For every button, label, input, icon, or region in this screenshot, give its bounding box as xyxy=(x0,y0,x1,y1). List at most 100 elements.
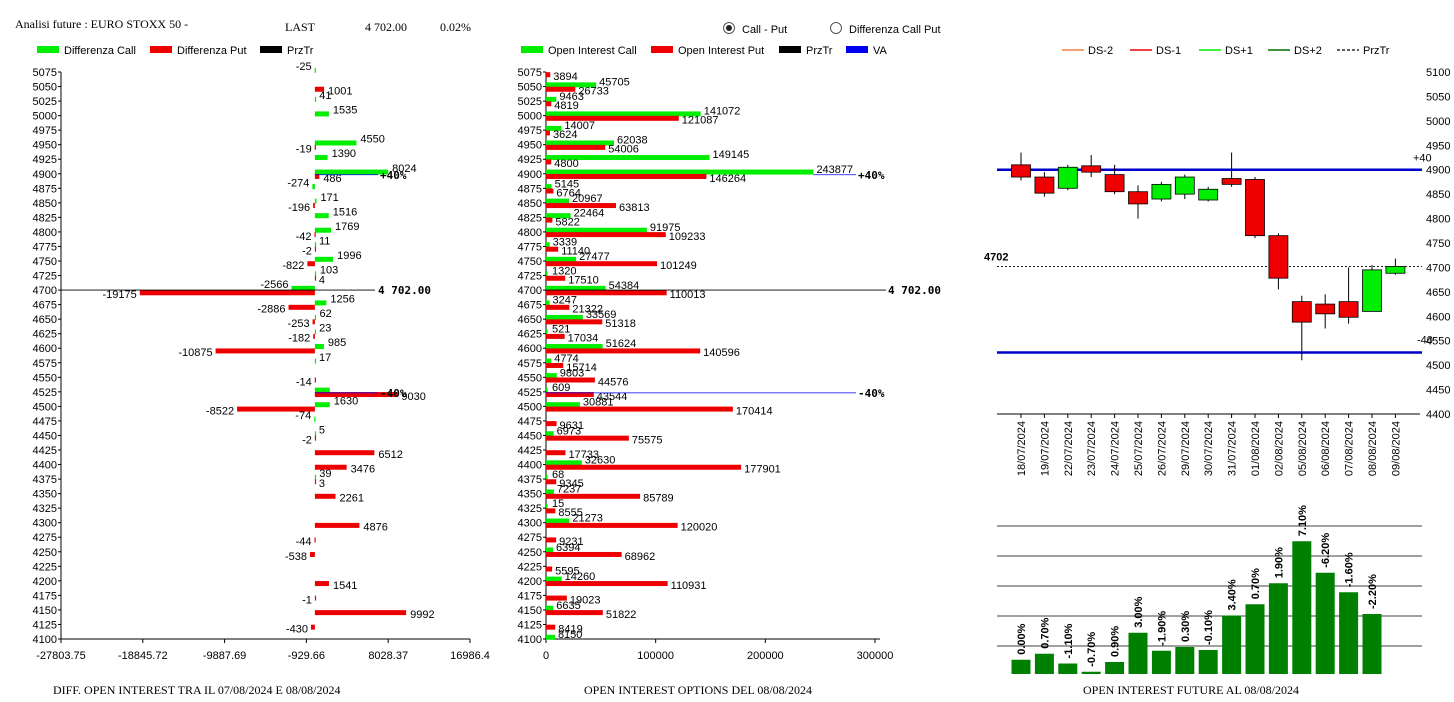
diff-put-bar xyxy=(314,173,320,179)
diff-put-bar xyxy=(309,551,315,557)
diff-value-label: 1516 xyxy=(333,206,357,218)
diff-value-label: 9030 xyxy=(401,391,425,403)
oi-strike-label: 4200 xyxy=(518,576,542,588)
diff-call-bar xyxy=(314,300,327,306)
page-title: Analisi future : EURO STOXX 50 - xyxy=(15,17,188,31)
diff-value-label: 1630 xyxy=(334,395,358,407)
diff-strike-label: 4325 xyxy=(33,503,57,515)
oi-put-label: 17733 xyxy=(568,449,599,461)
future-oi-bar xyxy=(1339,592,1359,674)
oi-put-bar xyxy=(546,610,603,616)
future-oi-label: -1.10% xyxy=(1063,623,1075,658)
oi-put-bar xyxy=(546,551,622,557)
oi-call-label: 3339 xyxy=(553,236,577,248)
oi-put-bar xyxy=(546,624,556,630)
legend-swatch-oi-call xyxy=(521,46,543,53)
oi-strike-label: 4675 xyxy=(518,300,542,312)
candle-y-tick-label: 4450 xyxy=(1426,385,1450,397)
radio-difference[interactable]: Differenza Call Put xyxy=(830,22,941,37)
legend-swatch-przt xyxy=(260,46,282,53)
diff-strike-label: 4475 xyxy=(33,416,57,428)
candle-y-tick-label: 4900 xyxy=(1426,165,1450,177)
oi-put-bar xyxy=(546,421,557,427)
diff-value-label: -274 xyxy=(287,177,309,189)
candle-date-label: 02/08/2024 xyxy=(1273,421,1285,476)
legend-oi-put: Open Interest Put xyxy=(678,45,764,57)
diff-value-label: 1001 xyxy=(328,86,352,98)
future-oi-label: 0.70% xyxy=(1250,568,1262,599)
candle-y-tick-label: 4750 xyxy=(1426,238,1450,250)
diff-value-label: -74 xyxy=(295,410,311,422)
diff-call-bar xyxy=(314,155,328,161)
candle-y-tick-label: 4500 xyxy=(1426,360,1450,372)
oi-call-label: 30881 xyxy=(583,396,614,408)
diff-strike-label: 4900 xyxy=(33,169,57,181)
oi-call-bar xyxy=(546,431,554,437)
future-oi-bar xyxy=(1245,604,1265,674)
legend-diff-put: Differenza Put xyxy=(177,45,247,57)
future-oi-label: -1.60% xyxy=(1344,552,1356,587)
candle-date-label: 08/08/2024 xyxy=(1367,421,1379,476)
future-oi-label: 0.30% xyxy=(1180,611,1192,642)
candle-date-label: 07/08/2024 xyxy=(1344,421,1356,476)
oi-put-label: 75575 xyxy=(632,434,663,446)
future-oi-bar xyxy=(1198,650,1218,674)
diff-value-label: 23 xyxy=(319,323,331,335)
diff-value-label: 5 xyxy=(319,424,325,436)
candle-date-label: 26/07/2024 xyxy=(1156,421,1168,476)
oi-call-bar xyxy=(546,314,583,320)
oi-call-bar xyxy=(546,387,548,393)
oi-put-label: 51318 xyxy=(605,318,636,330)
diff-value-label: 62 xyxy=(319,308,331,320)
diff-value-label: 985 xyxy=(328,337,346,349)
diff-put-bar xyxy=(314,464,347,470)
oi-call-bar xyxy=(546,96,557,102)
future-oi-label: 0.00% xyxy=(1016,623,1028,654)
candle-date-label: 09/08/2024 xyxy=(1390,421,1402,476)
radio-difference-circle[interactable] xyxy=(830,22,842,34)
oi-put-bar xyxy=(546,392,594,398)
diff-value-label: 1541 xyxy=(333,580,357,592)
diff-value-label: -253 xyxy=(288,318,310,330)
diff-put-bar xyxy=(314,86,325,92)
oi-put-label: 43544 xyxy=(597,391,628,403)
oi-put-label: 109233 xyxy=(669,231,706,243)
oi-put-bar xyxy=(546,522,678,528)
oi-call-label: 141072 xyxy=(704,106,741,118)
oi-put-bar xyxy=(546,362,564,368)
oi-put-bar xyxy=(546,581,668,587)
oi-call-label: 149145 xyxy=(713,149,750,161)
diff-put-bar xyxy=(314,522,360,528)
oi-put-label: 8555 xyxy=(558,507,582,519)
oi-call-label: 22464 xyxy=(574,207,605,219)
oi-put-bar xyxy=(546,115,679,121)
oi-put-label: 5822 xyxy=(555,216,579,228)
diff-call-bar xyxy=(314,358,317,364)
oi-call-bar xyxy=(546,358,552,364)
diff-strike-label: 4825 xyxy=(33,212,57,224)
radio-call-put[interactable]: Call - Put xyxy=(723,22,788,37)
diff-value-label: 6512 xyxy=(378,449,402,461)
diff-put-bar xyxy=(314,493,336,499)
oi-put-bar xyxy=(546,493,641,499)
oi-strike-label: 4475 xyxy=(518,416,542,428)
diff-value-label: -10875 xyxy=(178,347,212,359)
oi-put-bar xyxy=(546,72,551,78)
oi-call-label: 5145 xyxy=(555,178,579,190)
diff-pct-bottom: -40% xyxy=(380,387,407,400)
diff-put-bar xyxy=(314,144,316,150)
oi-x-tick-label: 300000 xyxy=(857,650,894,662)
diff-value-label: -19 xyxy=(296,144,312,156)
diff-put-bar xyxy=(139,290,315,296)
oi-put-bar xyxy=(546,435,629,441)
diff-put-bar xyxy=(314,275,317,281)
oi-put-bar xyxy=(546,508,556,514)
diff-strike-label: 4750 xyxy=(33,256,57,268)
candle-date-label: 30/07/2024 xyxy=(1203,421,1215,476)
oi-call-label: 32630 xyxy=(585,455,616,467)
oi-strike-label: 4750 xyxy=(518,256,542,268)
oi-put-label: 8419 xyxy=(558,623,582,635)
candle-body xyxy=(1011,164,1031,178)
oi-x-tick-label: 200000 xyxy=(747,650,784,662)
diff-call-bar xyxy=(314,431,317,437)
